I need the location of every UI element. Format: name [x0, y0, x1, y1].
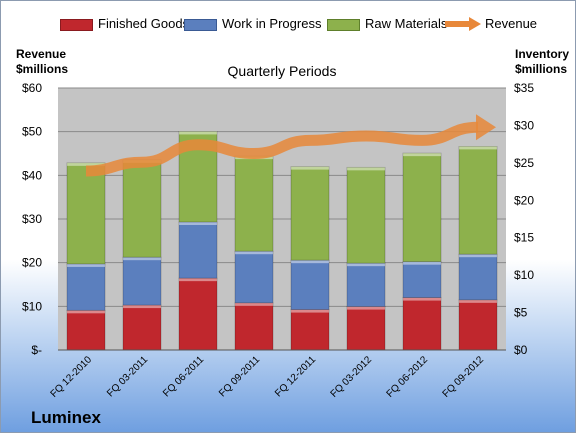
bar-work-in-progress — [458, 253, 498, 301]
bar-raw-materials — [234, 155, 274, 252]
right-axis-title-line2: $millions — [515, 62, 568, 76]
bar-finished-goods — [122, 304, 162, 351]
company-name: Luminex — [31, 408, 101, 427]
bar-finished-goods — [178, 277, 218, 351]
right-tick-label: $5 — [514, 306, 528, 320]
bar-highlight — [459, 254, 497, 258]
left-axis-title: Revenue $millions — [16, 47, 68, 77]
left-tick-label: $20 — [22, 256, 42, 270]
left-tick-label: $40 — [22, 168, 42, 182]
bar-highlight — [459, 299, 497, 303]
category-label: FQ 06-2012 — [385, 354, 431, 400]
bar-highlight — [291, 260, 329, 264]
bar-highlight — [347, 263, 385, 267]
legend-finished-goods: Finished Goods — [98, 16, 190, 31]
left-tick-label: $60 — [22, 81, 42, 95]
bar-highlight — [403, 261, 441, 265]
bar-finished-goods — [402, 297, 442, 351]
right-tick-label: $30 — [514, 118, 534, 132]
bar-finished-goods — [458, 299, 498, 351]
bar-work-in-progress — [178, 221, 218, 279]
bar-highlight — [67, 263, 105, 267]
category-label: FQ 09-2012 — [441, 354, 487, 400]
category-label: FQ 03-2012 — [329, 354, 375, 400]
right-tick-label: $15 — [514, 231, 534, 245]
right-axis-title-line1: Inventory — [515, 47, 570, 61]
legend-swatch-raw-materials — [327, 19, 360, 31]
left-tick-label: $10 — [22, 299, 42, 313]
bar-highlight — [179, 221, 217, 225]
right-tick-label: $10 — [514, 268, 534, 282]
bar-highlight — [67, 310, 105, 314]
bar-raw-materials — [458, 145, 498, 255]
bar-highlight — [291, 166, 329, 170]
bar-raw-materials — [66, 162, 106, 265]
bar-work-in-progress — [66, 263, 106, 311]
bar-highlight — [179, 278, 217, 282]
bar-highlight — [459, 146, 497, 150]
bar-work-in-progress — [346, 262, 386, 307]
category-label: FQ 03-2011 — [105, 354, 150, 399]
category-label: FQ 12-2011 — [273, 354, 318, 399]
legend-raw-materials: Raw Materials — [365, 16, 448, 31]
legend-swatch-work-in-progress — [184, 19, 217, 31]
bar-finished-goods — [234, 302, 274, 351]
left-tick-label: $- — [31, 343, 42, 357]
legend-work-in-progress: Work in Progress — [222, 16, 322, 31]
bar-raw-materials — [290, 166, 330, 261]
bar-highlight — [291, 309, 329, 313]
bar-highlight — [67, 162, 105, 166]
category-label: FQ 06-2011 — [161, 354, 206, 399]
bar-highlight — [235, 302, 273, 306]
right-axis-title: Inventory $millions — [515, 47, 569, 77]
category-label: FQ 12-2010 — [49, 354, 95, 400]
right-tick-label: $35 — [514, 81, 534, 95]
legend-revenue: Revenue — [485, 16, 538, 31]
bar-raw-materials — [402, 152, 442, 263]
legend-revenue-arrow-icon — [445, 17, 481, 31]
revenue-arrowhead — [476, 114, 496, 141]
bar-highlight — [235, 251, 273, 255]
legend-swatch-finished-goods — [60, 19, 93, 31]
bar-finished-goods — [346, 306, 386, 351]
left-tick-label: $50 — [22, 125, 42, 139]
bar-highlight — [123, 305, 161, 309]
bar-finished-goods — [66, 309, 106, 351]
bar-highlight — [179, 131, 217, 135]
bar-work-in-progress — [234, 250, 274, 304]
bar-highlight — [347, 306, 385, 310]
bar-highlight — [347, 167, 385, 171]
left-axis-title-line1: Revenue — [16, 47, 67, 61]
bar-work-in-progress — [402, 261, 442, 299]
right-tick-label: $20 — [514, 193, 534, 207]
bar-work-in-progress — [290, 259, 330, 310]
bar-finished-goods — [290, 309, 330, 351]
bar-raw-materials — [122, 159, 162, 258]
right-tick-label: $0 — [514, 343, 528, 357]
bar-highlight — [403, 153, 441, 157]
bar-work-in-progress — [122, 256, 162, 306]
bar-raw-materials — [346, 166, 386, 264]
left-tick-label: $30 — [22, 212, 42, 226]
left-axis-title-line2: $millions — [16, 62, 69, 76]
bar-highlight — [123, 257, 161, 261]
right-tick-label: $25 — [514, 156, 534, 170]
chart-title: Quarterly Periods — [228, 63, 337, 79]
revenue-line — [85, 121, 479, 177]
category-label: FQ 09-2011 — [217, 354, 262, 399]
bar-highlight — [403, 297, 441, 301]
